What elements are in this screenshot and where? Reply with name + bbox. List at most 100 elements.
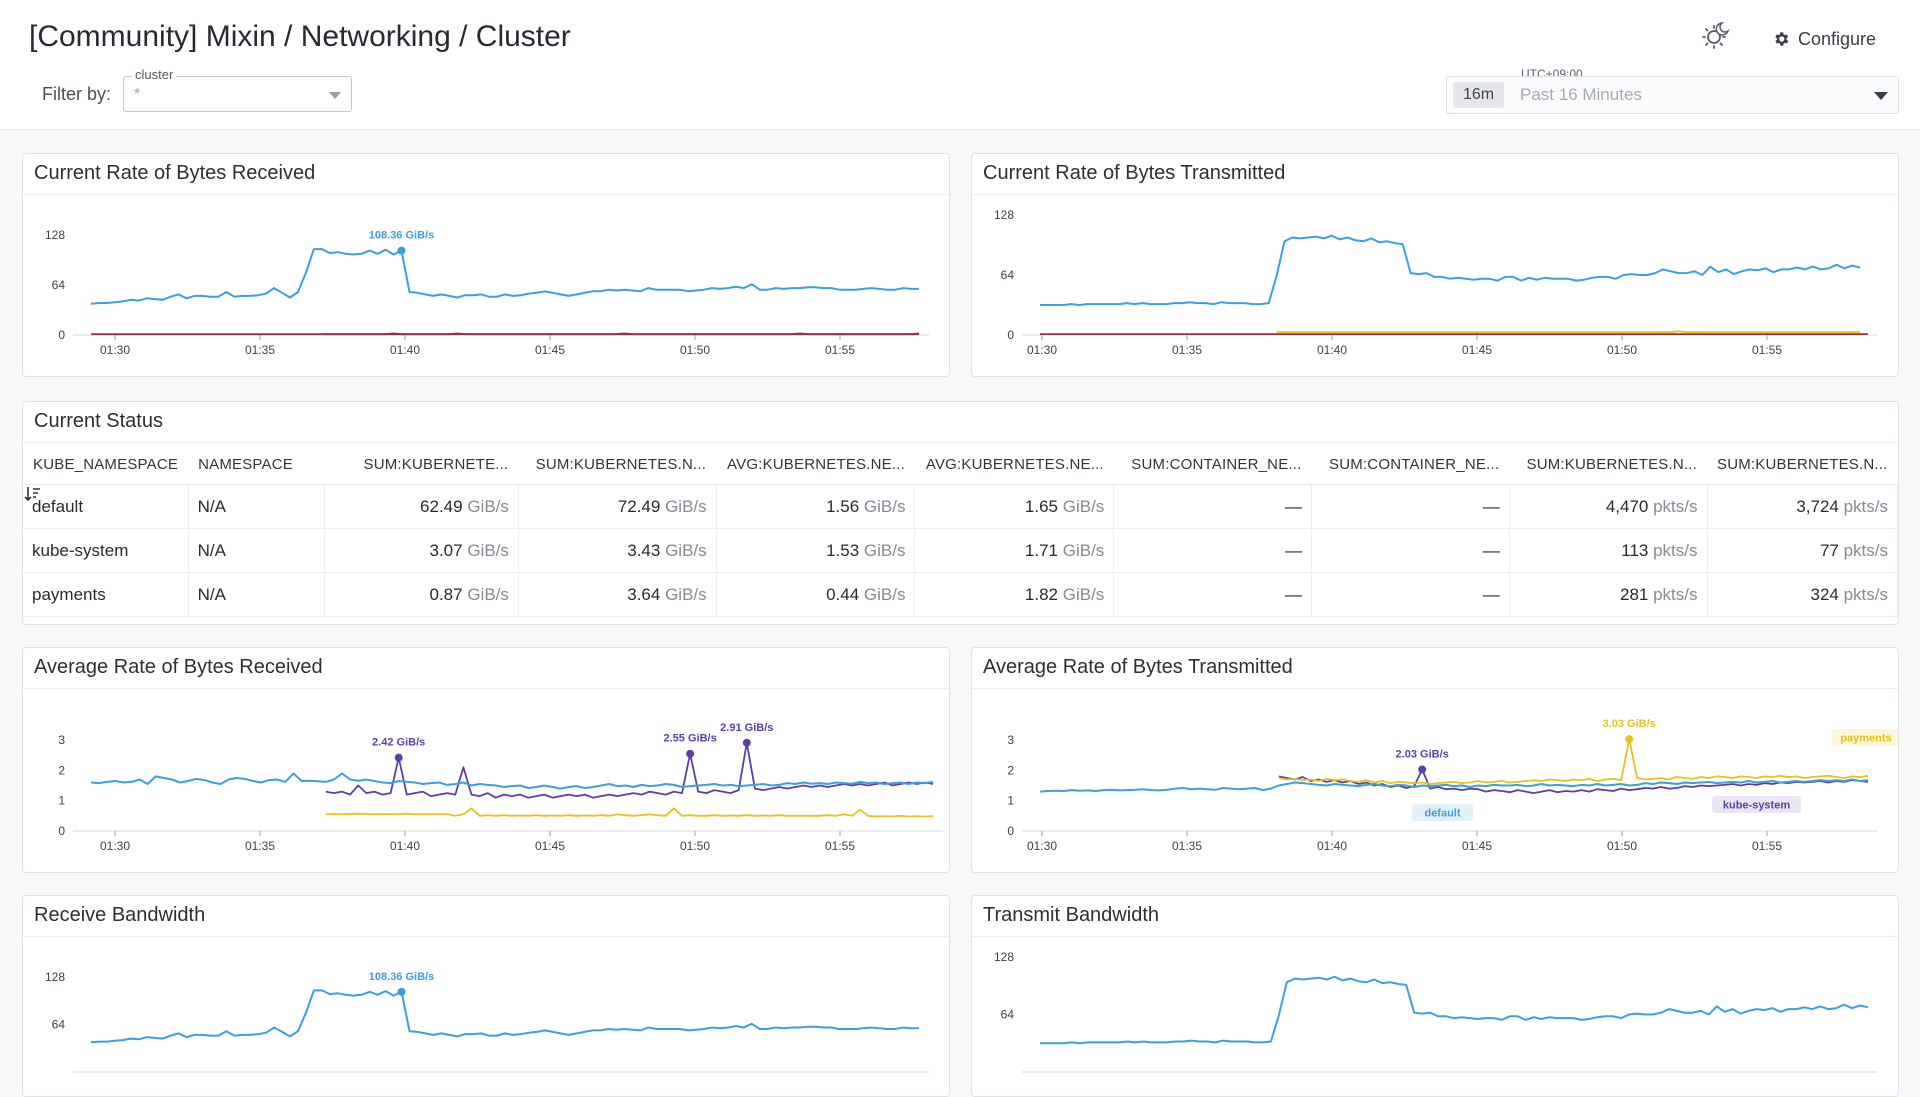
- table-row[interactable]: payments N/A 0.87 GiB/s 3.64 GiB/s 0.44 …: [23, 572, 1898, 617]
- x-tick-label: 01:50: [1607, 343, 1637, 357]
- x-tick-label: 01:55: [825, 343, 855, 357]
- time-range-text: Past 16 Minutes: [1520, 85, 1642, 104]
- series-line-default: [90, 772, 934, 790]
- column-header[interactable]: AVG:KUBERNETES.NE...: [716, 444, 915, 485]
- annotation-marker: [1625, 735, 1634, 744]
- cell-value: —: [1113, 484, 1313, 529]
- cell-namespace2: N/A: [188, 572, 325, 617]
- y-tick-label: 128: [994, 208, 1014, 222]
- chart-transmit-bandwidth: 64 128: [994, 950, 1878, 1073]
- caret-down-icon: [1874, 92, 1888, 100]
- y-tick-label: 3: [1007, 733, 1014, 747]
- cell-value: —: [1113, 528, 1313, 573]
- x-tick-label: 01:30: [100, 343, 130, 357]
- cell-value: 3,724 pkts/s: [1707, 484, 1898, 529]
- series-label-default: default: [1424, 808, 1460, 820]
- cell-value: —: [1113, 572, 1313, 617]
- y-tick-label: 64: [52, 1018, 66, 1032]
- panel-title: Current Rate of Bytes Received: [34, 162, 316, 184]
- x-tick-label: 01:30: [1027, 839, 1057, 853]
- y-tick-label: 128: [45, 228, 65, 242]
- column-header[interactable]: SUM:KUBERNETES.N...: [518, 444, 717, 485]
- panel-average-transmitted[interactable]: Average Rate of Bytes Transmitted 0 1 2 3 01…: [971, 647, 1899, 873]
- column-header[interactable]: SUM:KUBERNETES.N...: [1707, 444, 1898, 485]
- y-tick-label: 0: [58, 824, 65, 838]
- panel-title: Receive Bandwidth: [34, 904, 206, 926]
- chart-current-received: 0 64 128 01:30 01:35 01:40 01:45 01:50 01:55 108.…: [45, 228, 929, 357]
- x-tick-label: 01:50: [680, 343, 710, 357]
- panel-current-transmitted[interactable]: Current Rate of Bytes Transmitted 0 64 128…: [971, 153, 1899, 377]
- cell-namespace: default: [23, 484, 189, 529]
- series-line-default: [90, 989, 919, 1044]
- table-row[interactable]: kube-system N/A 3.07 GiB/s 3.43 GiB/s 1.…: [23, 528, 1898, 573]
- annotation-marker: [1418, 765, 1427, 774]
- table-header-row: KUBE_NAMESPACE NAMESPACE SUM:KUBERNETE..…: [23, 444, 1898, 502]
- annotation-label: 108.36 GiB/s: [369, 971, 434, 983]
- cluster-filter-legend: cluster: [132, 67, 177, 82]
- cell-value: 72.49 GiB/s: [518, 484, 717, 529]
- y-tick-label: 0: [58, 328, 65, 342]
- panel-title: Transmit Bandwidth: [983, 904, 1159, 926]
- series-label-pill: [1832, 729, 1898, 746]
- cell-value: 1.82 GiB/s: [914, 572, 1115, 617]
- x-tick-label: 01:40: [390, 839, 420, 853]
- cell-value: 0.87 GiB/s: [324, 572, 519, 617]
- column-header-label: SUM:KUBERNETE...: [363, 455, 509, 473]
- x-tick-label: 01:45: [535, 343, 565, 357]
- column-header[interactable]: SUM:KUBERNETES.N...: [1509, 444, 1707, 485]
- panel-transmit-bandwidth[interactable]: Transmit Bandwidth 64 128: [971, 895, 1899, 1097]
- x-tick-label: 01:35: [245, 343, 275, 357]
- x-tick-label: 01:30: [1027, 343, 1057, 357]
- x-tick-label: 01:45: [1462, 343, 1492, 357]
- column-header[interactable]: AVG:KUBERNETES.NE...: [914, 444, 1114, 485]
- column-header[interactable]: NAMESPACE: [188, 444, 325, 485]
- series-line-default: [1040, 975, 1869, 1045]
- cell-namespace: payments: [23, 572, 189, 617]
- status-table: KUBE_NAMESPACE NAMESPACE SUM:KUBERNETE..…: [23, 444, 1898, 617]
- column-header-sorted[interactable]: SUM:KUBERNETE...: [24, 444, 519, 502]
- x-tick-label: 01:50: [1607, 839, 1637, 853]
- column-header[interactable]: SUM:CONTAINER_NE...: [1113, 444, 1312, 485]
- y-tick-label: 2: [1007, 763, 1014, 777]
- annotation-marker: [394, 753, 403, 762]
- time-range-picker[interactable]: 16m Past 16 Minutes: [1446, 76, 1899, 114]
- theme-toggle-icon[interactable]: [1700, 20, 1732, 52]
- x-tick-label: 01:35: [1172, 343, 1202, 357]
- series-line-kube_system: [1278, 768, 1869, 794]
- panel-receive-bandwidth[interactable]: Receive Bandwidth 64 128 108.36 GiB/s: [22, 895, 950, 1097]
- panel-current-received[interactable]: Current Rate of Bytes Received 0 64 128 01:…: [22, 153, 950, 377]
- y-tick-label: 128: [45, 970, 65, 984]
- cell-namespace: kube-system: [23, 528, 189, 573]
- cell-value: 0.44 GiB/s: [716, 572, 916, 617]
- configure-button[interactable]: Configure: [1772, 26, 1876, 52]
- x-tick-label: 01:55: [1752, 839, 1782, 853]
- cell-namespace2: N/A: [188, 528, 325, 573]
- series-line-payments: [1278, 738, 1869, 785]
- series-line-default: [90, 248, 919, 305]
- annotation-label: 2.91 GiB/s: [720, 722, 773, 734]
- y-tick-label: 64: [1001, 268, 1015, 282]
- table-row[interactable]: default N/A 62.49 GiB/s 72.49 GiB/s 1.56…: [23, 484, 1898, 529]
- panel-average-received[interactable]: Average Rate of Bytes Received 0 1 2 3 01:30…: [22, 647, 950, 873]
- panel-title: Average Rate of Bytes Received: [34, 656, 323, 678]
- x-tick-label: 01:40: [1317, 343, 1347, 357]
- cell-value: 1.65 GiB/s: [914, 484, 1115, 529]
- annotation-label: 2.42 GiB/s: [372, 737, 425, 749]
- cluster-filter-select[interactable]: cluster *: [123, 67, 352, 112]
- x-tick-label: 01:45: [535, 839, 565, 853]
- x-tick-label: 01:55: [825, 839, 855, 853]
- x-tick-label: 01:35: [245, 839, 275, 853]
- cell-value: 77 pkts/s: [1707, 528, 1898, 573]
- time-range-badge: 16m: [1453, 82, 1505, 108]
- column-header[interactable]: KUBE_NAMESPACE: [23, 444, 189, 485]
- y-tick-label: 64: [52, 278, 66, 292]
- y-tick-label: 1: [58, 794, 65, 808]
- cell-value: 281 pkts/s: [1509, 572, 1708, 617]
- caret-down-icon: [329, 92, 341, 99]
- panel-current-status[interactable]: Current Status KUBE_NAMESPACE NAMESPACE …: [22, 401, 1899, 625]
- annotation-marker: [397, 246, 406, 255]
- cell-value: 62.49 GiB/s: [324, 484, 519, 529]
- y-tick-label: 0: [1007, 824, 1014, 838]
- column-header[interactable]: SUM:CONTAINER_NE...: [1311, 444, 1510, 485]
- cell-value: 3.64 GiB/s: [518, 572, 717, 617]
